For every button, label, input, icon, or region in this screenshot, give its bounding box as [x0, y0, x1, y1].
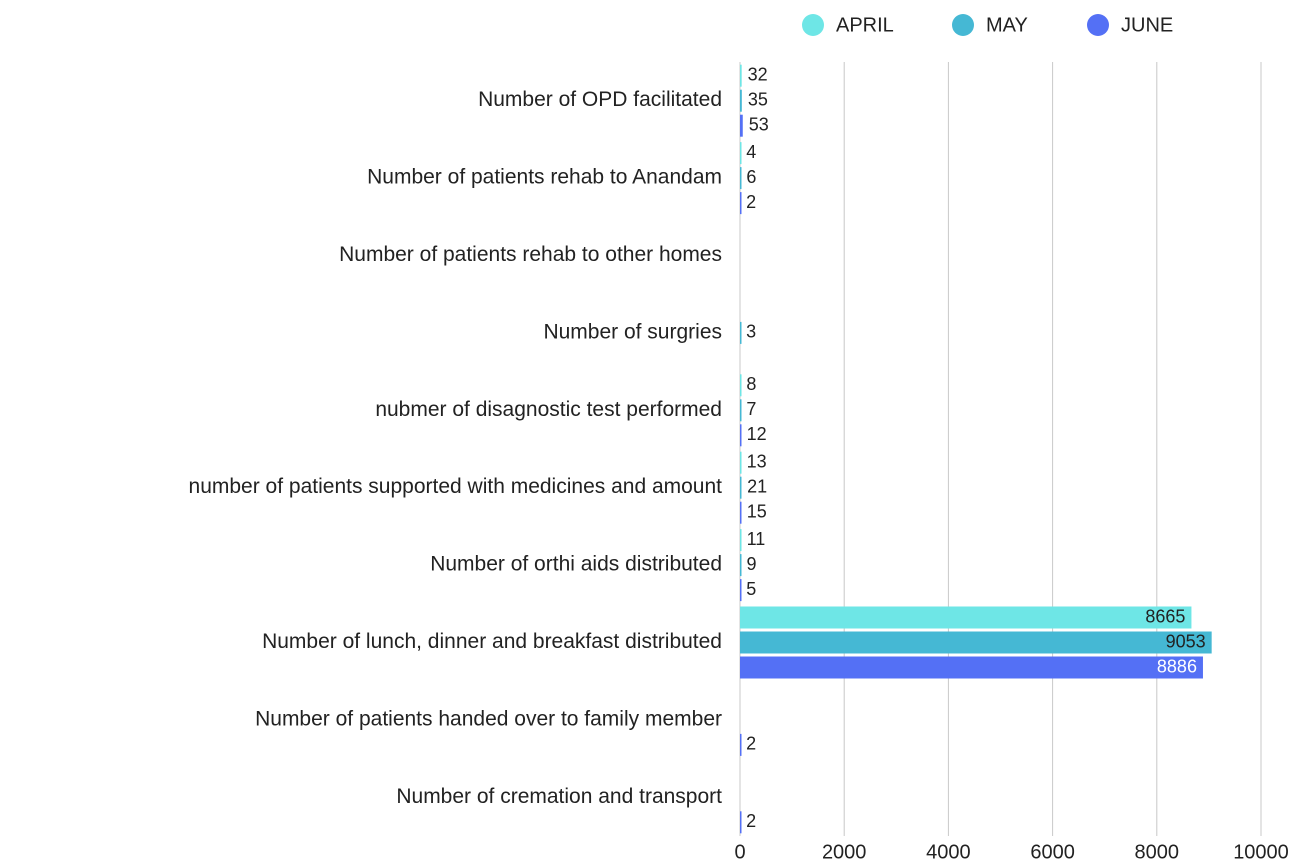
value-label: 6 [746, 167, 756, 187]
bar [740, 554, 742, 577]
category-label: Number of patients rehab to Anandam [367, 166, 722, 189]
bar [740, 399, 742, 422]
bar [740, 89, 742, 112]
bar [740, 476, 742, 499]
value-label: 15 [747, 501, 767, 521]
value-label: 5 [746, 579, 756, 599]
value-label: 3 [746, 322, 756, 342]
bar [740, 529, 742, 552]
category-label: nubmer of disagnostic test performed [375, 398, 722, 421]
bar [740, 811, 742, 834]
bar [740, 142, 742, 165]
category-label: Number of surgries [543, 320, 722, 343]
category-label: Number of OPD facilitated [478, 88, 722, 111]
legend-label: APRIL [836, 14, 894, 36]
bar [740, 606, 1192, 629]
value-label: 8665 [1145, 606, 1185, 626]
x-tick-label: 8000 [1135, 841, 1180, 863]
category-label: Number of cremation and transport [396, 785, 722, 808]
legend-swatch [1087, 14, 1109, 36]
x-tick-label: 2000 [822, 841, 867, 863]
bar [740, 733, 742, 756]
legend-swatch [952, 14, 974, 36]
legend-swatch [802, 14, 824, 36]
value-label: 8 [746, 374, 756, 394]
bar [740, 192, 742, 215]
value-label: 9 [746, 554, 756, 574]
bar [740, 451, 742, 474]
value-label: 13 [747, 451, 767, 471]
value-label: 21 [747, 476, 767, 496]
bar [740, 579, 742, 602]
bar [740, 656, 1203, 679]
value-label: 12 [747, 424, 767, 444]
x-tick-label: 0 [734, 841, 745, 863]
value-label: 11 [747, 529, 766, 549]
value-label: 8886 [1157, 656, 1197, 676]
bar [740, 64, 742, 87]
x-tick-label: 6000 [1030, 841, 1075, 863]
category-label: number of patients supported with medici… [189, 475, 723, 498]
value-label: 53 [749, 114, 769, 134]
bar [740, 501, 742, 524]
category-label: Number of patients handed over to family… [255, 707, 722, 730]
value-label: 7 [746, 399, 756, 419]
bar [740, 374, 742, 397]
bar [740, 321, 742, 344]
value-label: 9053 [1166, 631, 1206, 651]
value-label: 2 [746, 734, 756, 754]
legend-label: JUNE [1121, 14, 1173, 36]
category-label: Number of lunch, dinner and breakfast di… [262, 630, 722, 653]
legend-label: MAY [986, 14, 1028, 36]
value-label: 4 [746, 142, 756, 162]
value-label: 2 [746, 192, 756, 212]
value-label: 2 [746, 811, 756, 831]
x-tick-label: 10000 [1233, 841, 1289, 863]
bar [740, 167, 742, 190]
value-label: 35 [748, 89, 768, 109]
category-label: Number of orthi aids distributed [430, 553, 722, 576]
category-label: Number of patients rehab to other homes [339, 243, 722, 266]
bar [740, 114, 743, 137]
bar [740, 631, 1212, 654]
x-tick-label: 4000 [926, 841, 971, 863]
value-label: 32 [748, 64, 768, 84]
bar [740, 424, 742, 447]
